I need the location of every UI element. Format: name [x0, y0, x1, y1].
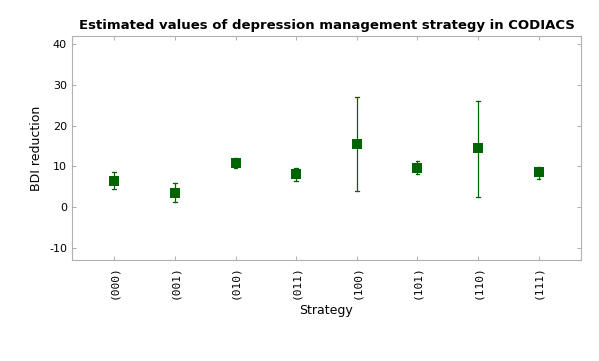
Point	[110, 178, 119, 183]
Point	[352, 141, 362, 147]
Y-axis label: BDI reduction: BDI reduction	[31, 105, 44, 191]
Point	[170, 190, 180, 196]
Point	[231, 160, 240, 166]
X-axis label: Strategy: Strategy	[300, 304, 353, 317]
Point	[291, 171, 301, 177]
Point	[473, 145, 483, 151]
Point	[534, 170, 543, 175]
Title: Estimated values of depression management strategy in CODIACS: Estimated values of depression managemen…	[78, 19, 574, 32]
Point	[413, 165, 422, 170]
